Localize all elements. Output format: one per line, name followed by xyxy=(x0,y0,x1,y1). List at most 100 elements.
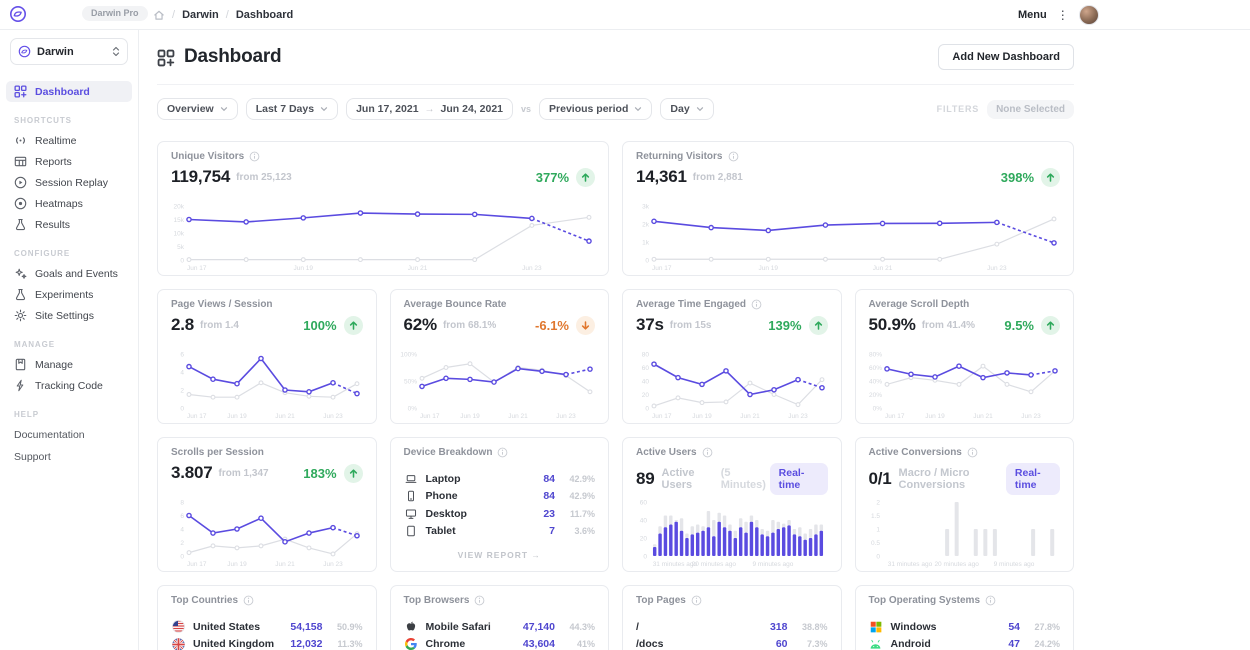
sidebar-item-experiments[interactable]: Experiments xyxy=(6,284,132,305)
sidebar-item-results[interactable]: Results xyxy=(6,214,132,235)
svg-text:50%: 50% xyxy=(403,378,416,385)
chart-active-users: 60 40 20 0 31 minutes ago 20 minutes ago 9 min… xyxy=(630,496,832,568)
sidebar-item-goals-and-events[interactable]: Goals and Events xyxy=(6,263,132,284)
card-top-browsers: Top Browsers Mobile Safari 47,140 44.3% Ch… xyxy=(389,585,609,650)
realtime-badge: Real-time xyxy=(1005,463,1060,495)
svg-text:Jun 21: Jun 21 xyxy=(740,413,760,420)
list-item-value: 7 xyxy=(549,525,555,538)
page-title: Dashboard xyxy=(184,46,282,67)
list-item-label: / xyxy=(636,620,639,633)
page-header: Dashboard Add New Dashboard xyxy=(157,44,1074,74)
laptop-icon xyxy=(404,473,418,485)
list-item-label: Windows xyxy=(890,620,937,633)
filter-range-dropdown[interactable]: Last 7 Days xyxy=(245,98,339,120)
chevron-down-icon xyxy=(634,105,642,113)
metric-value: 37s xyxy=(636,315,664,334)
menu-button[interactable]: Menu xyxy=(1018,9,1047,21)
sidebar-item-support[interactable]: Support xyxy=(6,446,132,468)
list-item: Android 47 24.2% xyxy=(869,636,1060,650)
phone-icon xyxy=(404,490,418,502)
svg-text:Jun 21: Jun 21 xyxy=(408,265,428,272)
list-item-value: 60 xyxy=(775,638,788,650)
svg-text:Jun 19: Jun 19 xyxy=(460,413,480,420)
workspace-switcher[interactable]: Darwin xyxy=(10,38,128,65)
date-to: Jun 24, 2021 xyxy=(440,103,504,115)
info-icon[interactable] xyxy=(967,447,978,458)
card-title: Top Browsers xyxy=(403,595,470,606)
svg-text:9 minutes ago: 9 minutes ago xyxy=(753,561,794,568)
tablet-icon xyxy=(404,525,418,537)
sidebar-item-dashboard[interactable]: Dashboard xyxy=(6,81,132,102)
sidebar-item-site-settings[interactable]: Site Settings xyxy=(6,305,132,326)
svg-text:Jun 21: Jun 21 xyxy=(275,413,295,420)
windows-icon xyxy=(869,621,883,633)
metric-value: 14,361 xyxy=(636,167,687,186)
view-report-link[interactable]: VIEW REPORT → xyxy=(457,550,541,560)
breadcrumb-dashboard[interactable]: Dashboard xyxy=(235,9,294,21)
info-icon[interactable] xyxy=(474,595,485,606)
topbar: Darwin Pro / Darwin / Dashboard Menu ⋮ xyxy=(0,0,1250,30)
card-average-bounce-rate: Average Bounce Rate 62% from 68.1% -6.1%… xyxy=(389,289,609,424)
sidebar-item-label: Site Settings xyxy=(35,309,94,322)
sidebar-section-label: MANAGE xyxy=(14,340,55,349)
card-page-views-session: Page Views / Session 2.8 from 1.4 100% 6… xyxy=(157,289,377,424)
list-item-value: 23 xyxy=(543,507,555,520)
sidebar-section-label: HELP xyxy=(14,410,39,419)
filter-granularity-dropdown[interactable]: Day xyxy=(660,98,714,120)
svg-text:Jun 19: Jun 19 xyxy=(692,413,712,420)
breadcrumb-separator: / xyxy=(172,9,176,21)
info-icon[interactable] xyxy=(702,447,713,458)
info-icon[interactable] xyxy=(985,595,996,606)
sidebar-item-manage[interactable]: Manage xyxy=(6,354,132,375)
svg-text:Jun 23: Jun 23 xyxy=(987,265,1007,272)
svg-text:3k: 3k xyxy=(642,203,650,210)
filters-none-selected[interactable]: None Selected xyxy=(987,99,1074,119)
info-icon[interactable] xyxy=(691,595,702,606)
kebab-menu-icon[interactable]: ⋮ xyxy=(1056,8,1069,22)
metric-from: from 2,881 xyxy=(692,171,743,183)
sidebar-item-realtime[interactable]: Realtime xyxy=(6,130,132,151)
svg-text:31 minutes ago: 31 minutes ago xyxy=(653,561,698,568)
delta-value: 377% xyxy=(535,169,569,185)
home-icon[interactable] xyxy=(153,9,165,21)
card-title: Scrolls per Session xyxy=(171,447,264,458)
card-unique-visitors: Unique Visitors 119,754 from 25,123 377%… xyxy=(157,141,609,276)
list-item-percent: 42.9% xyxy=(569,491,595,502)
info-icon[interactable] xyxy=(728,151,739,162)
metric-from: from 41.4% xyxy=(921,319,976,331)
info-icon[interactable] xyxy=(497,447,508,458)
filter-overview-dropdown[interactable]: Overview xyxy=(157,98,238,120)
metric-label-sub: (5 Minutes) xyxy=(720,467,766,491)
sidebar-item-tracking-code[interactable]: Tracking Code xyxy=(6,375,132,396)
add-new-dashboard-button[interactable]: Add New Dashboard xyxy=(938,44,1074,70)
chart-scrolls-per-session: 8 6 4 2 0 Jun 17 Jun 19 Jun 21 Jun 23 xyxy=(165,496,367,568)
sidebar-item-session-replay[interactable]: Session Replay xyxy=(6,172,132,193)
info-icon[interactable] xyxy=(249,151,260,162)
svg-text:80: 80 xyxy=(642,351,650,358)
breadcrumb-darwin[interactable]: Darwin xyxy=(182,9,219,21)
breadcrumb: / Darwin / Dashboard xyxy=(153,0,293,30)
info-icon[interactable] xyxy=(751,299,762,310)
sidebar-item-reports[interactable]: Reports xyxy=(6,151,132,172)
sidebar-item-heatmaps[interactable]: Heatmaps xyxy=(6,193,132,214)
filter-compare-dropdown[interactable]: Previous period xyxy=(539,98,653,120)
metric-label: Active Users xyxy=(661,467,695,491)
list-item-label: Tablet xyxy=(425,525,456,538)
svg-text:2k: 2k xyxy=(642,221,650,228)
svg-text:60%: 60% xyxy=(868,365,881,372)
darwin-pro-badge[interactable]: Darwin Pro xyxy=(82,6,148,21)
sidebar-item-label: Tracking Code xyxy=(35,379,103,392)
avatar[interactable] xyxy=(1078,5,1099,25)
date-range-picker[interactable]: Jun 17, 2021 → Jun 24, 2021 xyxy=(346,98,514,120)
metric-from: from 15s xyxy=(669,319,712,331)
sidebar-section-label: CONFIGURE xyxy=(14,249,71,258)
sidebar-item-documentation[interactable]: Documentation xyxy=(6,424,132,446)
svg-text:100%: 100% xyxy=(400,351,417,358)
list-item: Tablet 7 3.6% xyxy=(404,523,595,541)
list-item-percent: 27.8% xyxy=(1034,621,1060,632)
info-icon[interactable] xyxy=(243,595,254,606)
app-logo-icon[interactable] xyxy=(9,5,27,23)
sidebar-item-label: Results xyxy=(35,218,71,231)
tracking-code-icon xyxy=(14,379,27,392)
svg-text:Jun 23: Jun 23 xyxy=(323,561,343,568)
